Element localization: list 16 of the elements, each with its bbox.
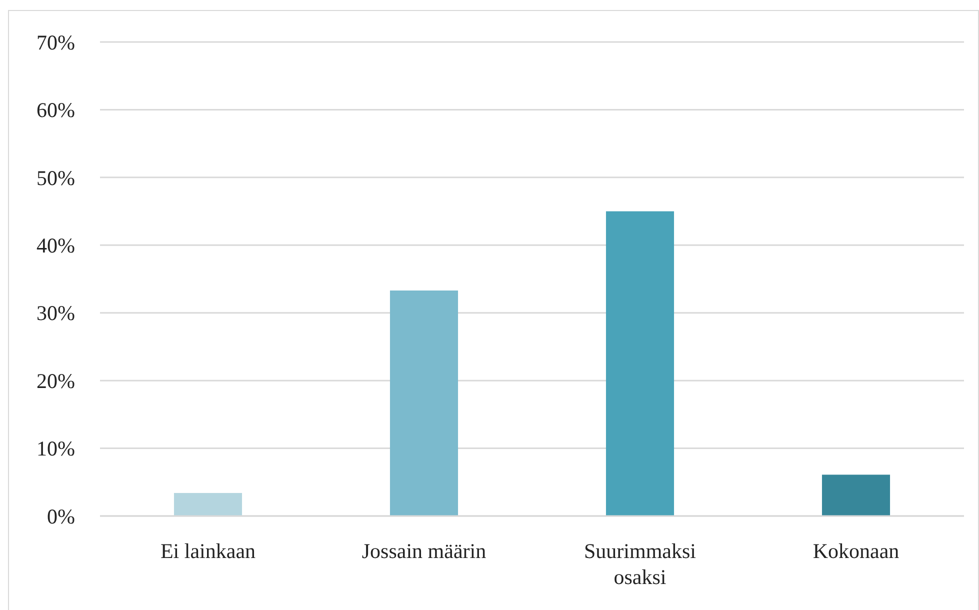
bar — [822, 474, 890, 516]
bar — [174, 492, 242, 516]
y-tick-label: 70% — [36, 30, 75, 54]
x-tick-label: Kokonaan — [812, 539, 900, 563]
y-tick-label: 20% — [36, 368, 75, 393]
x-tick-label: Ei lainkaan — [160, 539, 256, 563]
bar — [606, 211, 674, 516]
y-tick-label: 10% — [36, 436, 75, 461]
y-tick-label: 30% — [36, 301, 75, 326]
y-tick-label: 0% — [47, 504, 75, 528]
y-tick-label: 40% — [36, 233, 75, 258]
y-tick-label: 50% — [36, 166, 75, 190]
x-tick-label: Suurimmaksi osaksi — [584, 539, 696, 589]
x-tick-label: Jossain määrin — [362, 539, 487, 563]
bar — [390, 290, 458, 516]
y-tick-label: 60% — [36, 98, 75, 122]
